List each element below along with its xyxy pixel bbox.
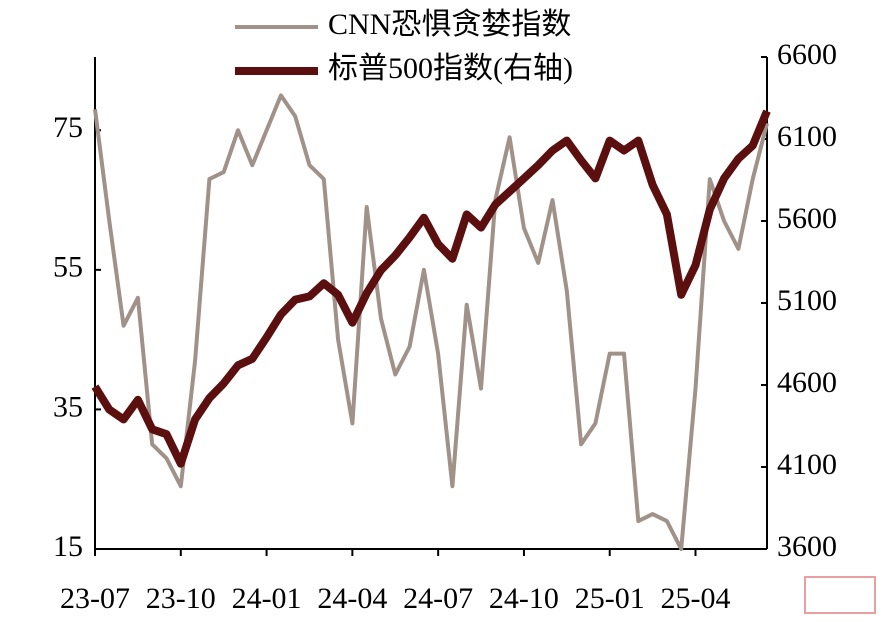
y-tick-label: 75 xyxy=(53,111,83,144)
y2-tick-label: 4100 xyxy=(777,448,837,481)
y-tick-label: 15 xyxy=(53,530,83,563)
y2-tick-label: 6600 xyxy=(777,38,837,71)
x-tick-label: 23-10 xyxy=(146,582,216,615)
x-tick-label: 25-01 xyxy=(575,582,645,615)
y2-tick-label: 5600 xyxy=(777,202,837,235)
watermark xyxy=(804,576,876,614)
x-tick-label: 23-07 xyxy=(60,582,130,615)
series-line xyxy=(91,109,771,468)
y2-tick-label: 6100 xyxy=(777,120,837,153)
x-tick-label: 24-04 xyxy=(317,582,387,615)
x-tick-label: 24-10 xyxy=(489,582,559,615)
y-tick-label: 55 xyxy=(53,251,83,284)
x-tick-label: 24-07 xyxy=(403,582,473,615)
y2-tick-label: 4600 xyxy=(777,366,837,399)
y2-tick-label: 5100 xyxy=(777,284,837,317)
x-tick-label: 25-04 xyxy=(661,582,731,615)
x-tick-label: 24-01 xyxy=(232,582,302,615)
legend-label: CNN恐惧贪婪指数 xyxy=(328,8,571,41)
legend-label: 标普500指数(右轴) xyxy=(328,52,573,85)
y2-tick-label: 3600 xyxy=(777,530,837,563)
y-tick-label: 35 xyxy=(53,390,83,423)
series-line xyxy=(93,93,769,551)
